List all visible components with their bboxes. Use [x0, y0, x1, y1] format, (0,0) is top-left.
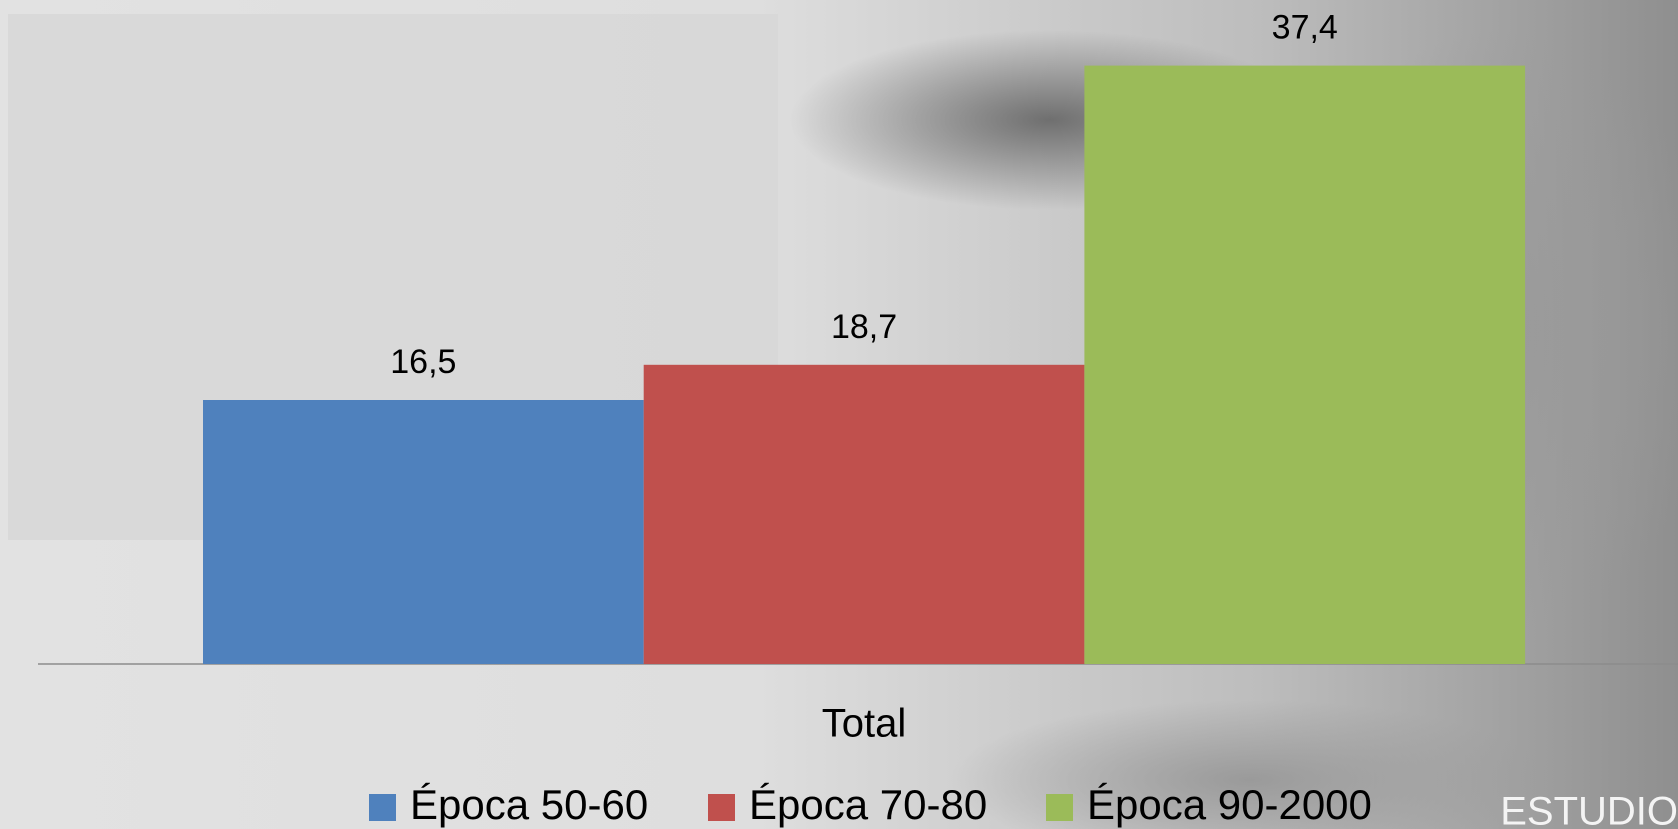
- legend-swatch: [369, 794, 396, 821]
- bar: [203, 400, 644, 664]
- bar: [643, 364, 1085, 664]
- data-label: 37,4: [1272, 9, 1338, 47]
- legend-swatch: [708, 794, 735, 821]
- legend-label: Época 50-60: [410, 781, 648, 828]
- watermark: ESTUDIO: [1500, 790, 1678, 829]
- data-label: 16,5: [390, 343, 456, 381]
- legend-swatch: [1046, 794, 1073, 821]
- data-label: 18,7: [831, 308, 897, 346]
- x-tick-label: Total: [822, 702, 907, 746]
- legend-label: Época 90-2000: [1087, 781, 1372, 828]
- background-shade: [950, 700, 1550, 829]
- legend-label: Época 70-80: [749, 781, 987, 828]
- bar: [1084, 65, 1526, 665]
